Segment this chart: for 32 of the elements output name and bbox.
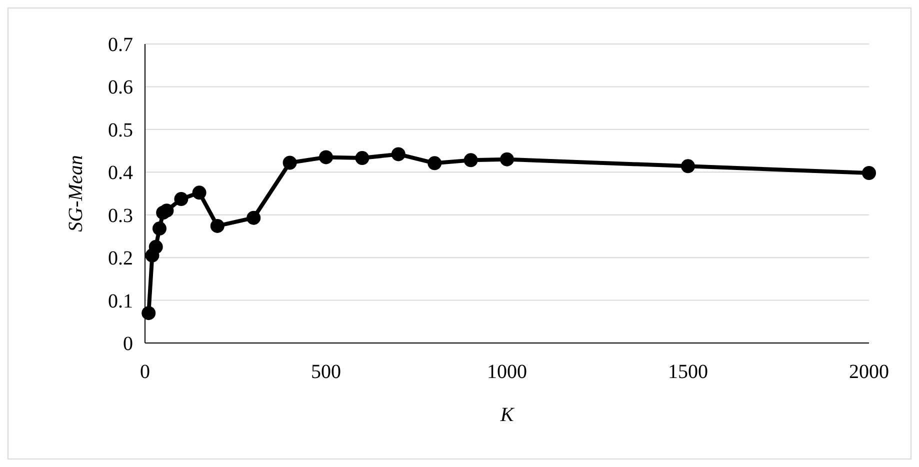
point <box>319 150 333 164</box>
x-tick-label: 1500 <box>668 361 708 383</box>
y-tick-label: 0.6 <box>108 76 133 99</box>
y-tick-label: 0.3 <box>108 204 133 227</box>
y-tick-label: 0.5 <box>108 119 133 142</box>
point <box>192 186 206 200</box>
x-axis-title: K <box>499 404 516 426</box>
point <box>152 222 166 236</box>
point <box>355 151 370 166</box>
point <box>428 156 442 170</box>
point <box>210 218 224 233</box>
x-tick-label: 500 <box>311 361 341 383</box>
point <box>142 306 156 320</box>
point <box>174 192 188 206</box>
y-tick-label: 0.4 <box>108 162 133 184</box>
y-tick-label: 0.7 <box>108 34 133 56</box>
point <box>500 152 514 166</box>
y-tick-label: 0 <box>123 333 133 355</box>
y-tick-label: 0.2 <box>108 248 133 270</box>
point <box>464 153 478 168</box>
point <box>246 210 261 225</box>
x-tick-label: 2000 <box>849 361 889 383</box>
point <box>148 240 163 254</box>
x-tick-label: 0 <box>140 361 150 383</box>
point <box>160 204 174 218</box>
point <box>862 166 876 180</box>
point <box>681 159 695 174</box>
point <box>282 156 297 170</box>
y-axis-title: SG-Mean <box>65 155 87 232</box>
point <box>391 147 406 162</box>
y-tick-label: 0.1 <box>108 290 133 312</box>
x-tick-label: 1000 <box>487 361 527 383</box>
